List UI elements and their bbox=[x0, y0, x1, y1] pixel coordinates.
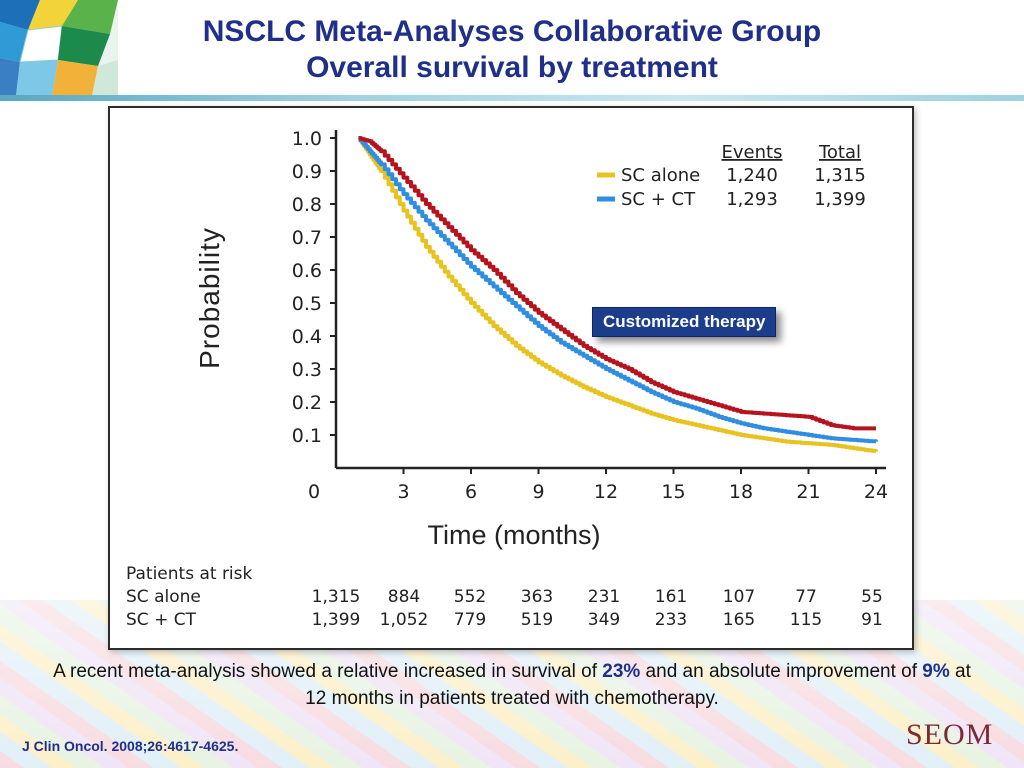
y-tick-label: 0.1 bbox=[292, 425, 322, 447]
risk-cell: 161 bbox=[655, 587, 687, 607]
caption-text-1: A recent meta-analysis showed a relative… bbox=[53, 661, 603, 682]
x-tick-label: 15 bbox=[661, 481, 685, 503]
risk-cell: 779 bbox=[454, 610, 486, 630]
y-tick-label: 0.4 bbox=[292, 326, 322, 348]
x-tick-label: 3 bbox=[397, 481, 409, 503]
risk-row-label: SC + CT bbox=[126, 610, 197, 630]
legend-events: 1,240 bbox=[726, 165, 778, 186]
caption-highlight-23: 23% bbox=[602, 661, 641, 682]
legend-header: Events bbox=[722, 142, 783, 163]
y-tick-label: 0.2 bbox=[292, 392, 322, 414]
chart-axes: 0.1 0.2 0.3 0.4 0.5 0.6 0.7 0.8 0.9 1.0 0 3 6 9 12 15 18… bbox=[292, 128, 888, 503]
y-tick-label: 0.5 bbox=[292, 293, 322, 315]
x-tick-label: 21 bbox=[796, 481, 820, 503]
caption-text-2: and an absolute improvement of bbox=[640, 661, 923, 682]
caption-text-3: at 12 months in patients treated with ch… bbox=[305, 661, 971, 709]
risk-row-label: SC alone bbox=[126, 587, 201, 607]
title-line-2: Overall survival by treatment bbox=[306, 51, 718, 84]
series-line-1 bbox=[358, 136, 878, 453]
y-tick-label: 1.0 bbox=[292, 128, 322, 150]
legend-total: 1,399 bbox=[814, 189, 866, 210]
series-line-3 bbox=[358, 136, 876, 431]
risk-cell: 165 bbox=[723, 610, 755, 630]
risk-cell: 107 bbox=[723, 587, 755, 607]
legend-events: 1,293 bbox=[726, 189, 778, 210]
risk-cell: 231 bbox=[588, 587, 620, 607]
caption-highlight-9: 9% bbox=[922, 661, 950, 682]
risk-cell: 349 bbox=[588, 610, 620, 630]
x-tick-label: 18 bbox=[729, 481, 753, 503]
risk-cell: 519 bbox=[521, 610, 553, 630]
risk-cell: 363 bbox=[521, 587, 553, 607]
x-tick-label: 9 bbox=[532, 481, 544, 503]
risk-table-title: Patients at risk bbox=[126, 564, 253, 584]
citation: J Clin Oncol. 2008;26:4617-4625. bbox=[22, 738, 239, 754]
customized-therapy-badge: Customized therapy bbox=[592, 307, 777, 337]
legend-header: Total bbox=[818, 142, 861, 163]
page-title: NSCLC Meta-Analyses Collaborative Group … bbox=[0, 14, 1024, 86]
series-line-2 bbox=[358, 136, 878, 444]
summary-caption: A recent meta-analysis showed a relative… bbox=[40, 658, 984, 712]
seom-logo: SEOM bbox=[906, 718, 994, 751]
risk-cell: 233 bbox=[655, 610, 687, 630]
risk-cell: 1,052 bbox=[380, 610, 429, 630]
header-band bbox=[0, 0, 1024, 100]
risk-cell: 884 bbox=[388, 587, 420, 607]
y-tick-label: 0.3 bbox=[292, 359, 322, 381]
risk-cell: 1,315 bbox=[312, 587, 361, 607]
x-tick-label: 24 bbox=[864, 481, 888, 503]
risk-cell: 552 bbox=[454, 587, 486, 607]
legend-label: SC + CT bbox=[621, 189, 696, 210]
risk-cell: 115 bbox=[790, 610, 822, 630]
chart-legend: Events Total SC alone 1,240 1,315 SC + CT 1,29… bbox=[597, 142, 866, 210]
y-tick-label: 0.6 bbox=[292, 260, 322, 282]
y-axis-label: Probability bbox=[194, 227, 225, 369]
x-tick-label: 0 bbox=[308, 481, 320, 503]
risk-cell: 91 bbox=[861, 610, 883, 630]
risk-cell: 77 bbox=[795, 587, 817, 607]
mosaic-logo-icon bbox=[0, 0, 118, 96]
x-tick-label: 6 bbox=[465, 481, 477, 503]
chart-panel bbox=[108, 106, 914, 650]
x-tick-label: 12 bbox=[594, 481, 618, 503]
x-axis-label: Time (months) bbox=[427, 520, 601, 550]
y-tick-label: 0.9 bbox=[292, 161, 322, 183]
legend-label: SC alone bbox=[621, 165, 700, 186]
risk-cell: 1,399 bbox=[312, 610, 361, 630]
y-tick-label: 0.8 bbox=[292, 194, 322, 216]
chart-series bbox=[358, 136, 878, 453]
legend-total: 1,315 bbox=[814, 165, 866, 186]
header-divider bbox=[0, 95, 1024, 101]
risk-cell: 55 bbox=[861, 587, 883, 607]
title-line-1: NSCLC Meta-Analyses Collaborative Group bbox=[202, 15, 822, 48]
y-tick-label: 0.7 bbox=[292, 227, 322, 249]
risk-table: Patients at risk SC alone 1,315 884 552 363 23… bbox=[126, 564, 883, 630]
